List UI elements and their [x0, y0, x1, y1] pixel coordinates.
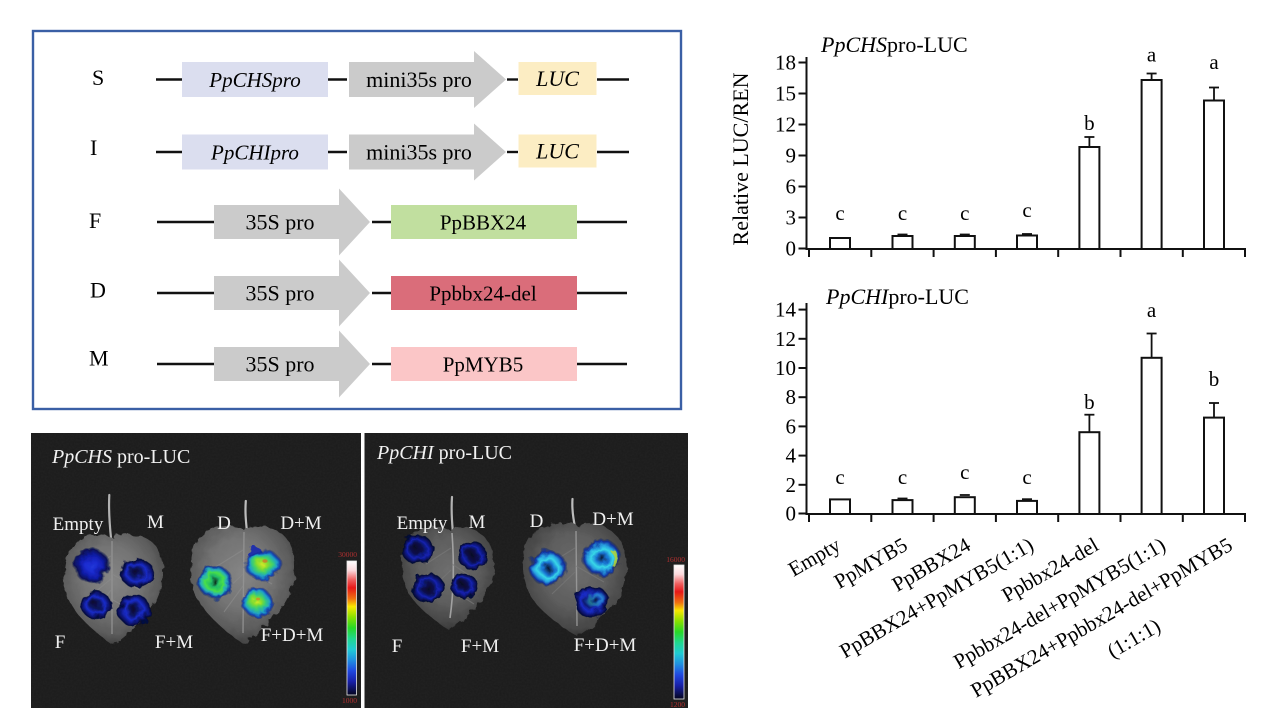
svg-text:PpCHSpro-LUC: PpCHSpro-LUC: [820, 32, 968, 57]
svg-text:c: c: [960, 460, 969, 484]
svg-text:6: 6: [786, 414, 797, 438]
svg-text:D: D: [530, 511, 544, 532]
svg-text:14: 14: [775, 298, 797, 322]
svg-text:b: b: [1084, 111, 1095, 135]
svg-text:D+M: D+M: [280, 513, 321, 534]
svg-text:35S pro: 35S pro: [245, 352, 314, 377]
svg-text:I: I: [90, 135, 97, 160]
svg-text:2: 2: [786, 473, 797, 497]
svg-text:3: 3: [786, 206, 797, 230]
svg-text:b: b: [1209, 367, 1220, 391]
svg-text:F: F: [55, 632, 66, 653]
svg-text:0: 0: [786, 502, 797, 526]
svg-text:Empty: Empty: [397, 513, 448, 534]
svg-text:PpCHIpro: PpCHIpro: [210, 141, 299, 165]
svg-text:4: 4: [786, 444, 797, 468]
svg-text:c: c: [898, 201, 907, 225]
svg-text:PpCHSpro: PpCHSpro: [208, 68, 300, 92]
svg-text:mini35s pro: mini35s pro: [366, 140, 472, 165]
svg-text:35S pro: 35S pro: [245, 210, 314, 235]
svg-text:c: c: [1022, 465, 1031, 489]
svg-text:0: 0: [786, 237, 797, 261]
svg-text:Relative LUC/REN: Relative LUC/REN: [728, 72, 753, 245]
svg-text:LUC: LUC: [535, 66, 579, 91]
svg-text:M: M: [469, 512, 486, 533]
svg-text:1000: 1000: [342, 696, 357, 705]
svg-text:9: 9: [786, 144, 797, 168]
svg-text:Ppbbx24-del: Ppbbx24-del: [429, 282, 536, 306]
svg-text:a: a: [1147, 43, 1157, 67]
svg-text:18: 18: [775, 51, 796, 75]
svg-text:F: F: [392, 636, 403, 657]
svg-text:F+D+M: F+D+M: [261, 625, 324, 646]
svg-text:a: a: [1209, 50, 1219, 74]
svg-text:b: b: [1084, 390, 1095, 414]
svg-text:S: S: [92, 65, 104, 90]
svg-text:15: 15: [775, 82, 796, 106]
svg-text:c: c: [1022, 198, 1031, 222]
svg-text:D+M: D+M: [592, 509, 633, 530]
svg-text:LUC: LUC: [535, 139, 579, 164]
svg-text:c: c: [835, 201, 844, 225]
svg-text:F: F: [89, 208, 101, 233]
svg-text:PpCHS pro-LUC: PpCHS pro-LUC: [51, 446, 190, 468]
svg-text:1200: 1200: [670, 700, 685, 709]
svg-text:F+M: F+M: [461, 636, 499, 657]
svg-text:PpMYB5: PpMYB5: [443, 353, 524, 377]
svg-text:D: D: [90, 278, 106, 303]
svg-text:mini35s pro: mini35s pro: [366, 67, 472, 92]
svg-text:a: a: [1147, 298, 1157, 322]
svg-text:M: M: [147, 512, 164, 533]
svg-text:c: c: [960, 201, 969, 225]
svg-text:M: M: [89, 346, 109, 371]
svg-text:c: c: [898, 465, 907, 489]
svg-text:c: c: [835, 465, 844, 489]
svg-text:10: 10: [775, 356, 796, 380]
svg-text:PpBBX24: PpBBX24: [440, 211, 527, 235]
svg-text:F+M: F+M: [155, 632, 193, 653]
svg-text:6: 6: [786, 175, 797, 199]
svg-text:PpCHIpro-LUC: PpCHIpro-LUC: [825, 284, 969, 309]
svg-text:8: 8: [786, 385, 797, 409]
svg-text:12: 12: [775, 327, 796, 351]
svg-text:F+D+M: F+D+M: [574, 635, 637, 656]
svg-text:PpCHI pro-LUC: PpCHI pro-LUC: [376, 442, 512, 464]
svg-text:D: D: [217, 513, 231, 534]
svg-text:30000: 30000: [338, 550, 357, 559]
svg-text:Empty: Empty: [53, 514, 104, 535]
svg-text:16000: 16000: [666, 555, 685, 564]
svg-text:12: 12: [775, 113, 796, 137]
svg-text:35S pro: 35S pro: [245, 281, 314, 306]
